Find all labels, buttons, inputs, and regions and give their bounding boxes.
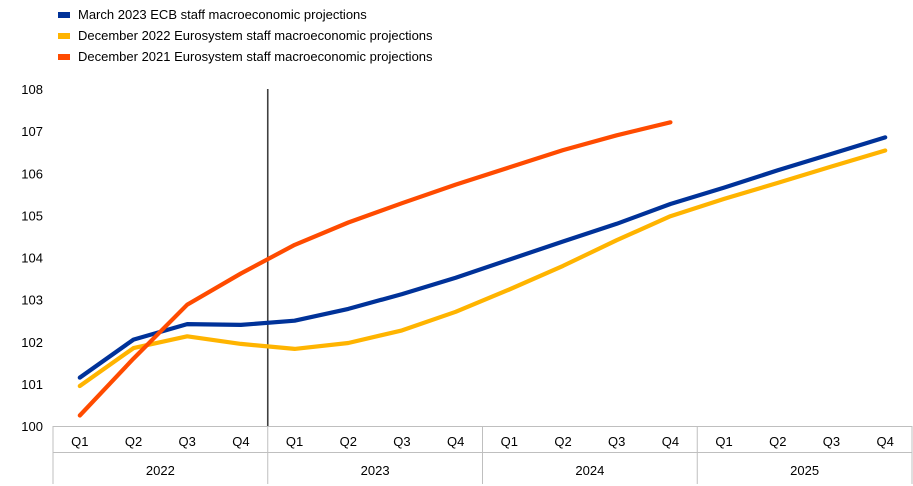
x-tick-label: Q1 xyxy=(715,434,732,449)
y-tick-label: 107 xyxy=(21,124,43,139)
series-line-0 xyxy=(77,135,888,380)
y-axis: 100 101 102 103 104 105 106 107 108 xyxy=(21,82,43,434)
y-tick-label: 103 xyxy=(21,293,43,308)
legend-swatch-december-2022 xyxy=(58,32,70,39)
legend-label-march-2023: March 2023 ECB staff macroeconomic proje… xyxy=(78,7,367,22)
y-tick-label: 106 xyxy=(21,166,43,181)
x-tick-label: Q4 xyxy=(232,434,249,449)
legend-item-december-2022: December 2022 Eurosystem staff macroecon… xyxy=(58,25,433,46)
series-layer xyxy=(77,89,888,426)
x-tick-label: Q3 xyxy=(823,434,840,449)
legend-label-december-2022: December 2022 Eurosystem staff macroecon… xyxy=(78,28,433,43)
year-label: 2024 xyxy=(575,463,604,478)
series-line-2 xyxy=(77,120,673,418)
y-tick-label: 102 xyxy=(21,335,43,350)
y-tick-label: 104 xyxy=(21,251,43,266)
legend: March 2023 ECB staff macroeconomic proje… xyxy=(58,4,433,67)
x-tick-label: Q2 xyxy=(125,434,142,449)
year-label: 2023 xyxy=(361,463,390,478)
legend-item-december-2021: December 2021 Eurosystem staff macroecon… xyxy=(58,46,433,67)
legend-swatch-december-2021 xyxy=(58,53,70,60)
legend-item-march-2023: March 2023 ECB staff macroeconomic proje… xyxy=(58,4,433,25)
series-line-1 xyxy=(77,148,888,389)
legend-label-december-2021: December 2021 Eurosystem staff macroecon… xyxy=(78,49,433,64)
y-tick-label: 108 xyxy=(21,82,43,97)
legend-swatch-march-2023 xyxy=(58,11,70,18)
y-tick-label: 100 xyxy=(21,419,43,434)
x-tick-label: Q1 xyxy=(286,434,303,449)
x-tick-label: Q3 xyxy=(393,434,410,449)
x-tick-label: Q4 xyxy=(876,434,893,449)
x-tick-label: Q4 xyxy=(662,434,679,449)
x-tick-label: Q3 xyxy=(179,434,196,449)
x-tick-label: Q1 xyxy=(501,434,518,449)
y-tick-label: 105 xyxy=(21,208,43,223)
year-label: 2022 xyxy=(146,463,175,478)
x-axis: Q1 Q2 Q3 Q4 Q1 Q2 Q3 Q4 Q1 Q2 Q3 Q4 Q1 Q2 Q3 Q4 2022 2023… xyxy=(52,426,913,484)
y-tick-label: 101 xyxy=(21,377,43,392)
x-tick-label: Q1 xyxy=(71,434,88,449)
year-label: 2025 xyxy=(790,463,819,478)
x-tick-label: Q2 xyxy=(769,434,786,449)
x-tick-label: Q2 xyxy=(554,434,571,449)
x-tick-label: Q3 xyxy=(608,434,625,449)
x-tick-label: Q2 xyxy=(340,434,357,449)
x-tick-label: Q4 xyxy=(447,434,464,449)
